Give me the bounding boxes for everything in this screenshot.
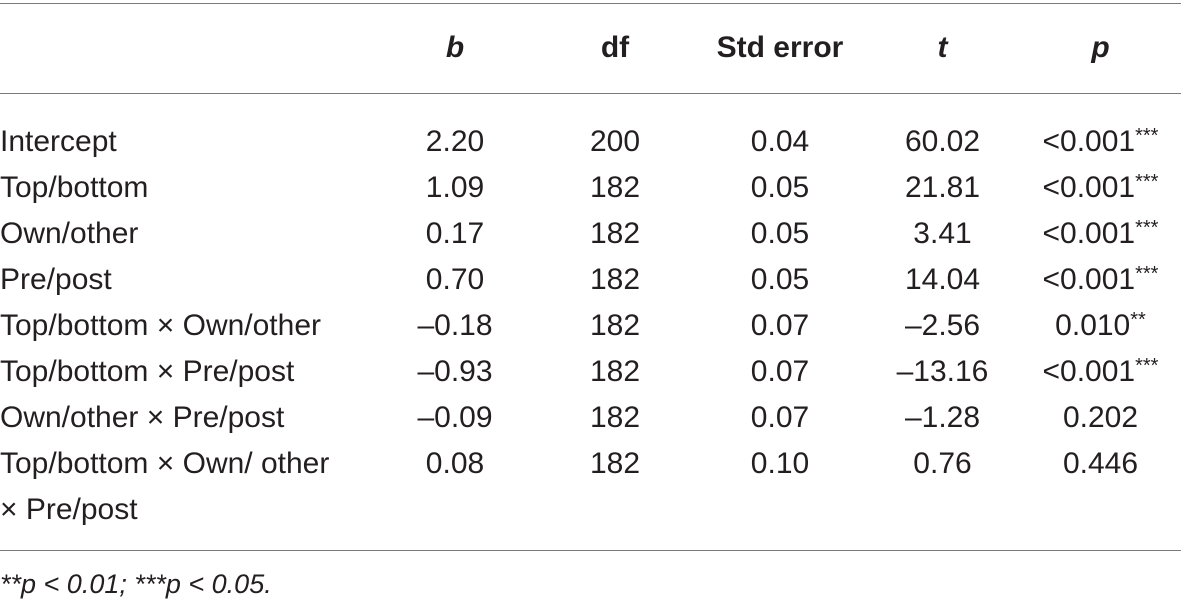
cell-p: <0.001*** — [1020, 119, 1181, 165]
table-top-rule — [0, 3, 1181, 4]
cell-std-error: 0.07 — [750, 309, 810, 342]
cell-std-error: 0.05 — [750, 217, 810, 250]
p-value: 0.202 — [1062, 401, 1139, 434]
table-footnote: **p < 0.01; ***p < 0.05. — [0, 569, 272, 599]
cell-df: 200 — [589, 125, 641, 158]
cell-t: –2.56 — [904, 309, 981, 342]
p-value: <0.001 — [1042, 263, 1136, 296]
table-row: Pre/post 0.70 182 0.05 14.04 <0.001*** — [0, 257, 1181, 303]
table-header-rule — [0, 93, 1181, 94]
header-b: b — [445, 31, 465, 64]
cell-df: 182 — [589, 217, 641, 250]
cell-p: <0.001*** — [1020, 257, 1181, 303]
cell-b: –0.18 — [417, 309, 493, 342]
significance-marker: *** — [1135, 355, 1159, 377]
cell-df: 182 — [589, 171, 641, 204]
cell-std-error: 0.05 — [750, 171, 810, 204]
cell-b: 1.09 — [425, 171, 485, 204]
row-label-text: Top/bottom × Own/ other × Pre/post — [0, 447, 330, 526]
significance-marker: *** — [1135, 171, 1159, 193]
cell-std-error: 0.07 — [750, 401, 810, 434]
cell-df: 182 — [589, 309, 641, 342]
p-value: 0.446 — [1062, 447, 1139, 480]
cell-p: <0.001*** — [1020, 165, 1181, 211]
cell-df: 182 — [589, 447, 641, 480]
row-label: Top/bottom × Own/other — [0, 309, 322, 342]
table-row: Top/bottom 1.09 182 0.05 21.81 <0.001*** — [0, 165, 1181, 211]
cell-b: 0.08 — [425, 447, 485, 480]
cell-p: 0.010** — [1020, 303, 1181, 349]
row-label: Top/bottom × Own/ other × Pre/post — [0, 441, 375, 533]
p-value: <0.001 — [1042, 217, 1136, 250]
row-label: Top/bottom — [0, 171, 149, 204]
table-body: Intercept 2.20 200 0.04 60.02 <0.001*** … — [0, 119, 1181, 533]
cell-df: 182 — [589, 263, 641, 296]
cell-p: 0.446 — [1020, 441, 1181, 533]
cell-std-error: 0.04 — [750, 125, 810, 158]
cell-t: 60.02 — [904, 125, 981, 158]
header-std-error: Std error — [716, 31, 844, 64]
significance-marker: *** — [1135, 125, 1159, 147]
cell-b: 0.17 — [425, 217, 485, 250]
p-value: <0.001 — [1042, 125, 1136, 158]
row-label: Intercept — [0, 125, 117, 158]
table-bottom-rule — [0, 550, 1181, 551]
table-row: Top/bottom × Own/other –0.18 182 0.07 –2… — [0, 303, 1181, 349]
header-t: t — [937, 31, 948, 64]
significance-marker: ** — [1130, 309, 1146, 331]
cell-std-error: 0.05 — [750, 263, 810, 296]
table-row: Own/other × Pre/post –0.09 182 0.07 –1.2… — [0, 395, 1181, 441]
cell-df: 182 — [589, 401, 641, 434]
cell-std-error: 0.10 — [750, 447, 810, 480]
p-value: <0.001 — [1042, 171, 1136, 204]
row-label: Own/other — [0, 217, 139, 250]
significance-marker: *** — [1135, 263, 1159, 285]
p-value: 0.010 — [1055, 309, 1131, 342]
cell-std-error: 0.07 — [750, 355, 810, 388]
cell-df: 182 — [589, 355, 641, 388]
cell-t: 14.04 — [904, 263, 981, 296]
header-label — [0, 22, 375, 74]
regression-table: b df Std error t p Intercept 2.20 200 0.… — [0, 22, 1181, 533]
header-p: p — [1091, 31, 1110, 64]
row-label: Own/other × Pre/post — [0, 401, 285, 434]
p-value: <0.001 — [1042, 355, 1136, 388]
cell-t: –1.28 — [904, 401, 981, 434]
table-row: Top/bottom × Own/ other × Pre/post 0.08 … — [0, 441, 1181, 533]
cell-t: –13.16 — [896, 355, 989, 388]
table-header: b df Std error t p — [0, 22, 1181, 74]
cell-b: 0.70 — [425, 263, 485, 296]
table-row: Intercept 2.20 200 0.04 60.02 <0.001*** — [0, 119, 1181, 165]
cell-t: 3.41 — [913, 217, 972, 250]
cell-b: –0.09 — [417, 401, 493, 434]
table-row: Top/bottom × Pre/post –0.93 182 0.07 –13… — [0, 349, 1181, 395]
row-label: Top/bottom × Pre/post — [0, 355, 295, 388]
header-row: b df Std error t p — [0, 22, 1181, 74]
row-label: Pre/post — [0, 263, 112, 296]
cell-p: <0.001*** — [1020, 349, 1181, 395]
table-row: Own/other 0.17 182 0.05 3.41 <0.001*** — [0, 211, 1181, 257]
cell-b: 2.20 — [425, 125, 485, 158]
significance-marker: *** — [1135, 217, 1159, 239]
cell-b: –0.93 — [417, 355, 493, 388]
cell-t: 0.76 — [913, 447, 972, 480]
cell-p: <0.001*** — [1020, 211, 1181, 257]
header-df: df — [600, 31, 630, 64]
cell-t: 21.81 — [904, 171, 981, 204]
cell-p: 0.202 — [1020, 395, 1181, 441]
